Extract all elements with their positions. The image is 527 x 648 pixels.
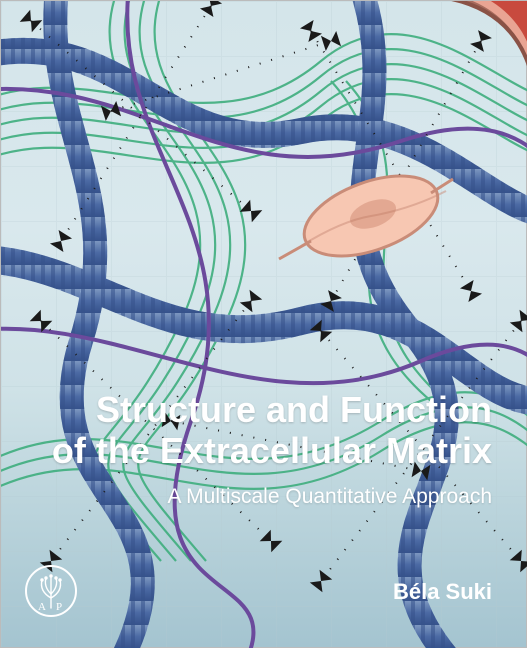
book-subtitle: A Multiscale Quantitative Approach — [25, 485, 492, 509]
tree-icon: A P — [30, 570, 72, 612]
cover-text-block: Structure and Function of the Extracellu… — [1, 390, 526, 605]
book-cover: Structure and Function of the Extracellu… — [0, 0, 527, 648]
publisher-initials-2: P — [56, 601, 62, 612]
publisher-logo: A P — [25, 565, 77, 617]
publisher-initials: A — [38, 601, 46, 612]
book-author: Béla Suki — [25, 579, 492, 605]
title-line-1: Structure and Function — [96, 389, 492, 430]
title-line-2: of the Extracellular Matrix — [52, 430, 492, 471]
book-title: Structure and Function of the Extracellu… — [25, 390, 492, 471]
